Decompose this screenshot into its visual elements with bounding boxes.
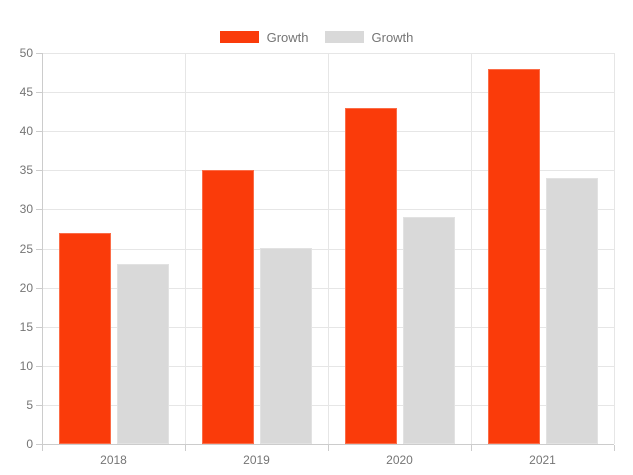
x-axis-tick (328, 445, 329, 451)
legend-item-series2[interactable]: Growth (324, 29, 414, 45)
legend-label-series2: Growth (371, 29, 414, 45)
y-axis-tick-label: 30 (19, 202, 33, 216)
bar-2018-series2 (116, 264, 169, 444)
chart-legend: Growth Growth (0, 26, 633, 48)
y-axis-tick-label: 25 (19, 242, 33, 256)
legend-item-series1[interactable]: Growth (219, 29, 309, 45)
y-axis-tick (36, 327, 42, 328)
y-axis-tick (36, 209, 42, 210)
y-axis-tick (36, 444, 42, 445)
y-axis-tick (36, 53, 42, 54)
y-axis-tick (36, 288, 42, 289)
y-axis-tick-label: 15 (19, 320, 33, 334)
bar-2018-series1 (58, 233, 111, 444)
bar-2019-series2 (259, 248, 312, 444)
x-axis-category-label: 2021 (529, 453, 556, 467)
gridline-vertical (614, 53, 615, 444)
y-axis-tick-label: 5 (26, 398, 33, 412)
y-axis-tick (36, 405, 42, 406)
y-axis-tick-label: 0 (26, 437, 33, 451)
x-axis-category-label: 2020 (386, 453, 413, 467)
bar-2019-series1 (201, 170, 254, 444)
x-axis-category-label: 2018 (100, 453, 127, 467)
y-axis-line (42, 53, 43, 444)
y-axis-tick (36, 170, 42, 171)
y-axis-tick (36, 249, 42, 250)
y-axis-tick (36, 366, 42, 367)
legend-label-series1: Growth (266, 29, 309, 45)
gridline-vertical (471, 53, 472, 444)
y-axis-tick (36, 131, 42, 132)
bar-2020-series1 (344, 108, 397, 444)
legend-swatch-red-icon (219, 31, 259, 43)
bar-2020-series2 (402, 217, 455, 444)
x-axis-tick (614, 445, 615, 451)
x-axis-line (42, 444, 614, 445)
y-axis-tick-label: 20 (19, 281, 33, 295)
x-axis-tick (42, 445, 43, 451)
bar-2021-series2 (545, 178, 598, 444)
x-axis-tick (471, 445, 472, 451)
x-axis-category-label: 2019 (243, 453, 270, 467)
gridline-vertical (328, 53, 329, 444)
y-axis-tick-label: 35 (19, 163, 33, 177)
y-axis-tick-label: 50 (19, 46, 33, 60)
y-axis-tick (36, 92, 42, 93)
y-axis-tick-label: 10 (19, 359, 33, 373)
bar-2021-series1 (487, 69, 540, 444)
y-axis-tick-label: 45 (19, 85, 33, 99)
y-axis-tick-label: 40 (19, 124, 33, 138)
gridline-vertical (185, 53, 186, 444)
x-axis-tick (185, 445, 186, 451)
legend-swatch-gray-icon (324, 31, 364, 43)
